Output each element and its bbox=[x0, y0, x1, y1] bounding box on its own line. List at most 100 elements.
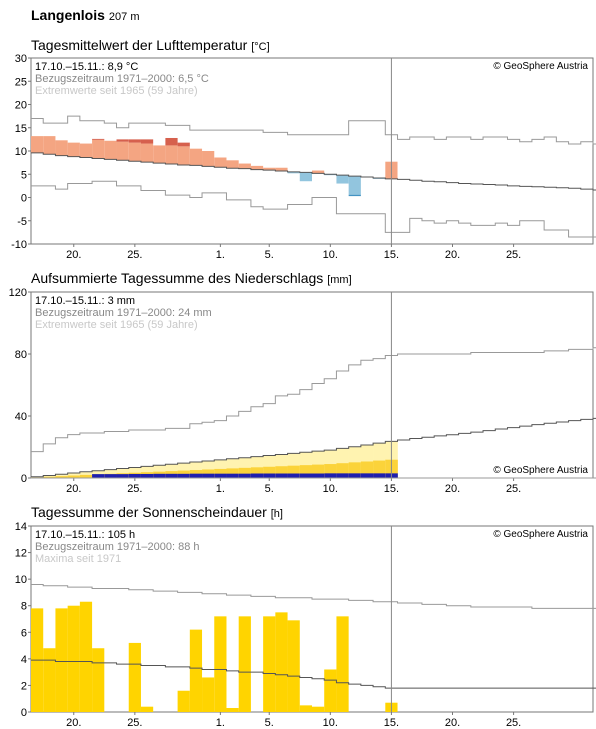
sunshine-bar bbox=[226, 708, 239, 712]
temperature-minimum-line bbox=[31, 180, 596, 238]
sunshine-x-tick-label: 1. bbox=[216, 717, 225, 729]
sunshine-bar bbox=[177, 690, 190, 712]
precipitation-normal-core bbox=[263, 466, 276, 478]
temperature-x-tick-label: 20. bbox=[445, 249, 460, 261]
sunshine-bar bbox=[67, 605, 80, 712]
precipitation-sum-bar bbox=[287, 473, 301, 478]
precipitation-sum-bar bbox=[348, 473, 362, 478]
temperature-bar bbox=[140, 139, 154, 144]
precipitation-x-tick-label: 20. bbox=[66, 483, 81, 495]
precipitation-sum-bar bbox=[373, 473, 386, 478]
temperature-x-tick-label: 15. bbox=[384, 249, 399, 261]
temperature-unit: [°C] bbox=[251, 41, 270, 53]
sunshine-x-tick-label: 5. bbox=[265, 717, 274, 729]
temperature-y-tick-label: 0 bbox=[21, 193, 27, 205]
temperature-bar bbox=[153, 145, 166, 164]
temperature-x-tick-label: 10. bbox=[323, 249, 338, 261]
precipitation-y-tick-label: 40 bbox=[15, 411, 27, 423]
sunshine-bar bbox=[275, 612, 288, 712]
precipitation-normal-band bbox=[128, 467, 142, 478]
precipitation-sum-bar bbox=[92, 474, 105, 478]
sunshine-bar bbox=[336, 616, 349, 712]
precipitation-x-tick-label: 5. bbox=[265, 483, 274, 495]
sunshine-x-tick-label: 20. bbox=[445, 717, 460, 729]
precipitation-normal-core bbox=[275, 466, 288, 478]
precipitation-sum-bar bbox=[275, 473, 288, 478]
sunshine-y-tick-label: 14 bbox=[15, 521, 27, 533]
station-elevation: 207 m bbox=[108, 11, 140, 23]
sunshine-x-tick-label: 10. bbox=[323, 717, 338, 729]
temperature-bar bbox=[287, 171, 300, 174]
precipitation-sum-bar bbox=[104, 474, 117, 478]
precipitation-normal-core bbox=[79, 474, 93, 478]
temperature-bar bbox=[189, 148, 203, 166]
temperature-bar bbox=[128, 142, 141, 162]
temperature-bar bbox=[31, 136, 44, 153]
precipitation-x-tick-label: 25. bbox=[506, 483, 521, 495]
sunshine-bar bbox=[43, 648, 56, 712]
sunshine-bar bbox=[312, 706, 325, 712]
temperature-x-tick-label: 5. bbox=[265, 249, 274, 261]
precipitation-sum-bar bbox=[250, 473, 264, 478]
precipitation-sum-bar bbox=[189, 473, 203, 478]
sunshine-reference-text: Bezugszeitraum 1971–2000: 88 h bbox=[35, 541, 200, 553]
temperature-bar bbox=[92, 138, 105, 140]
sunshine-panel-title: Tagessumme der Sonnenscheindauer [h] bbox=[31, 504, 283, 520]
sunshine-x-tick-label: 25. bbox=[127, 717, 142, 729]
temperature-bar bbox=[128, 139, 141, 143]
temperature-bar bbox=[104, 140, 117, 160]
temperature-x-tick-label: 25. bbox=[506, 249, 521, 261]
precipitation-sum-bar bbox=[312, 473, 325, 478]
sunshine-bar bbox=[202, 677, 215, 712]
sunshine-x-tick-label: 25. bbox=[506, 717, 521, 729]
precipitation-sum-bar bbox=[214, 473, 227, 478]
temperature-bar bbox=[299, 172, 312, 182]
temperature-mean-line bbox=[31, 152, 596, 191]
sunshine-y-tick-label: 12 bbox=[15, 548, 27, 560]
temperature-bar bbox=[312, 170, 325, 174]
temperature-panel-title: Tagesmittelwert der Lufttemperatur [°C] bbox=[31, 37, 270, 53]
precipitation-sum-bar bbox=[238, 473, 252, 478]
sunshine-bar bbox=[287, 620, 300, 712]
precipitation-sum-bar bbox=[140, 473, 154, 478]
sunshine-mean-line bbox=[31, 659, 596, 689]
temperature-bar bbox=[116, 141, 129, 161]
temperature-bar bbox=[238, 163, 251, 169]
precipitation-extremes-text: Extremwerte seit 1965 (59 Jahre) bbox=[35, 319, 198, 331]
temperature-credit-text: © GeoSphere Austria bbox=[493, 61, 588, 72]
precipitation-normal-core bbox=[55, 476, 68, 478]
sunshine-bar bbox=[238, 616, 251, 712]
temperature-y-tick-label: -10 bbox=[11, 239, 27, 251]
sunshine-bar bbox=[324, 669, 337, 712]
sunshine-bar bbox=[214, 616, 227, 712]
precipitation-normal-core bbox=[250, 467, 264, 478]
precipitation-sum-bar bbox=[116, 474, 130, 478]
station-name: Langenlois bbox=[31, 7, 105, 23]
sunshine-extremes-text: Maxima seit 1971 bbox=[35, 553, 121, 565]
sunshine-y-tick-label: 6 bbox=[21, 627, 27, 639]
precipitation-mean-line bbox=[31, 417, 596, 478]
precipitation-y-tick-label: 0 bbox=[21, 473, 27, 485]
precipitation-sum-bar bbox=[177, 473, 191, 478]
precipitation-panel-title: Aufsummierte Tagessumme des Niederschlag… bbox=[31, 270, 352, 286]
sunshine-title-text: Tagessumme der Sonnenscheindauer bbox=[31, 504, 267, 520]
sunshine-x-tick-label: 15. bbox=[384, 717, 399, 729]
sunshine-y-tick-label: 0 bbox=[21, 707, 27, 719]
sunshine-bar bbox=[55, 608, 68, 712]
sunshine-y-tick-label: 4 bbox=[21, 654, 27, 666]
precipitation-sum-bar bbox=[263, 473, 276, 478]
precipitation-sum-bar bbox=[128, 473, 142, 478]
sunshine-bar bbox=[299, 705, 312, 712]
temperature-bar bbox=[263, 167, 276, 171]
precipitation-credit-text: © GeoSphere Austria bbox=[493, 465, 588, 476]
sunshine-y-tick-label: 2 bbox=[21, 680, 27, 692]
temperature-bar bbox=[177, 146, 190, 165]
precipitation-sum-bar bbox=[299, 473, 313, 478]
temperature-y-tick-label: 20 bbox=[15, 100, 27, 112]
temperature-x-tick-label: 20. bbox=[66, 249, 81, 261]
precipitation-x-tick-label: 25. bbox=[127, 483, 142, 495]
sunshine-y-tick-label: 10 bbox=[15, 574, 27, 586]
precipitation-sum-bar bbox=[360, 473, 374, 478]
temperature-bar bbox=[177, 142, 190, 147]
temperature-bar bbox=[348, 194, 361, 197]
